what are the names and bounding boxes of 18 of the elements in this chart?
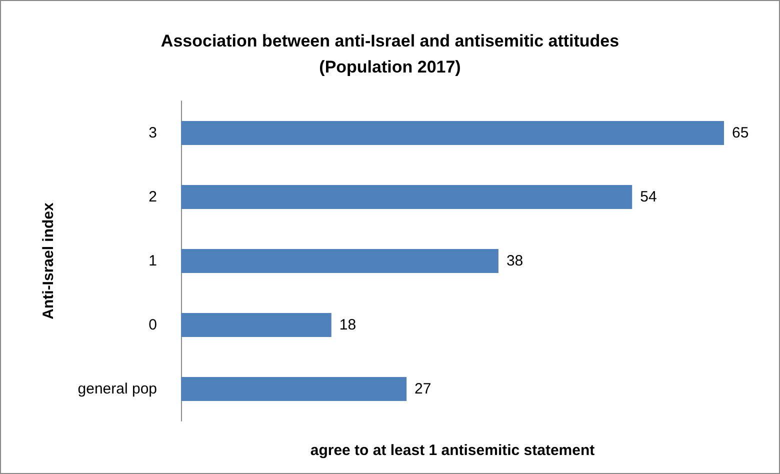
y-axis-title: Anti-Israel index bbox=[40, 202, 57, 320]
data-label: 54 bbox=[640, 188, 657, 206]
data-label: 65 bbox=[732, 124, 749, 142]
bar bbox=[181, 121, 724, 145]
data-label: 38 bbox=[506, 252, 524, 270]
bar bbox=[181, 313, 332, 337]
bar bbox=[181, 185, 632, 209]
x-axis-title: agree to at least 1 antisemitic statement bbox=[310, 442, 595, 459]
y-tick-label: 2 bbox=[148, 188, 157, 206]
data-label: 18 bbox=[339, 316, 356, 334]
y-tick-label: 1 bbox=[148, 252, 157, 270]
chart-title: Association between anti-Israel and antisemitic attitudes (Population 2017) bbox=[160, 32, 620, 76]
y-tick-label: 3 bbox=[148, 124, 157, 142]
y-tick-label: 0 bbox=[148, 316, 157, 334]
y-tick-label: general pop bbox=[78, 380, 157, 398]
bar bbox=[181, 377, 407, 401]
bar bbox=[181, 249, 498, 273]
data-label: 27 bbox=[414, 380, 432, 398]
